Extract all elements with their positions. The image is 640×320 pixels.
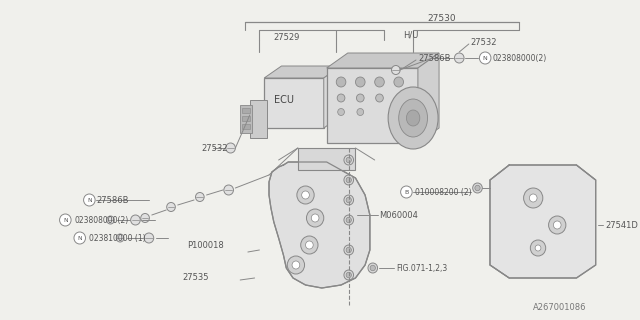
- Text: M060004: M060004: [380, 211, 419, 220]
- Circle shape: [473, 183, 483, 193]
- Polygon shape: [264, 66, 341, 78]
- Bar: [242, 116, 250, 121]
- Circle shape: [337, 94, 345, 102]
- Circle shape: [311, 214, 319, 222]
- Ellipse shape: [406, 110, 420, 126]
- Text: H/U: H/U: [403, 30, 419, 39]
- Circle shape: [226, 143, 236, 153]
- Circle shape: [355, 77, 365, 87]
- Circle shape: [131, 215, 140, 225]
- Circle shape: [287, 256, 305, 274]
- Circle shape: [344, 195, 353, 205]
- Text: 023808000(2): 023808000(2): [493, 53, 547, 62]
- Text: 023810000 (1): 023810000 (1): [90, 234, 146, 243]
- Circle shape: [374, 77, 384, 87]
- Text: 27532: 27532: [471, 37, 497, 46]
- Circle shape: [74, 232, 86, 244]
- Circle shape: [344, 155, 353, 165]
- Text: N: N: [77, 236, 82, 241]
- Circle shape: [301, 191, 309, 199]
- Polygon shape: [324, 66, 341, 128]
- Circle shape: [297, 186, 314, 204]
- Circle shape: [548, 216, 566, 234]
- Polygon shape: [490, 165, 596, 278]
- Text: 27530: 27530: [428, 13, 456, 22]
- Circle shape: [292, 261, 300, 269]
- Circle shape: [336, 77, 346, 87]
- Circle shape: [346, 197, 351, 203]
- Circle shape: [524, 188, 543, 208]
- Circle shape: [346, 247, 351, 253]
- Circle shape: [357, 108, 364, 116]
- Circle shape: [356, 94, 364, 102]
- Circle shape: [554, 221, 561, 229]
- Text: N: N: [483, 55, 488, 60]
- Text: N: N: [87, 197, 92, 203]
- Text: 27586B: 27586B: [418, 53, 451, 62]
- Polygon shape: [418, 53, 439, 143]
- Bar: [240, 105, 252, 133]
- Circle shape: [346, 177, 351, 183]
- Text: N: N: [63, 218, 68, 222]
- Polygon shape: [326, 53, 439, 68]
- Polygon shape: [269, 162, 370, 288]
- Circle shape: [224, 185, 234, 195]
- Circle shape: [344, 270, 353, 280]
- Text: 27532: 27532: [202, 143, 228, 153]
- Circle shape: [346, 157, 351, 163]
- Circle shape: [529, 194, 537, 202]
- Circle shape: [141, 213, 149, 222]
- Circle shape: [344, 215, 353, 225]
- Circle shape: [370, 265, 376, 271]
- Bar: [264, 78, 324, 128]
- Text: 010008200 (2): 010008200 (2): [415, 188, 472, 196]
- Circle shape: [144, 233, 154, 243]
- Circle shape: [307, 209, 324, 227]
- Ellipse shape: [399, 99, 428, 137]
- Text: 27535: 27535: [182, 274, 209, 283]
- Circle shape: [531, 240, 546, 256]
- Circle shape: [116, 234, 124, 242]
- Text: ECU: ECU: [274, 95, 294, 105]
- Text: 023808000(2): 023808000(2): [75, 215, 129, 225]
- Circle shape: [392, 66, 400, 75]
- Text: 27529: 27529: [274, 33, 300, 42]
- Circle shape: [376, 94, 383, 102]
- Circle shape: [344, 245, 353, 255]
- Circle shape: [475, 185, 480, 191]
- Circle shape: [401, 186, 412, 198]
- Text: P100018: P100018: [188, 241, 224, 250]
- Circle shape: [535, 245, 541, 251]
- Text: B: B: [404, 189, 408, 195]
- Circle shape: [301, 236, 318, 254]
- Circle shape: [344, 175, 353, 185]
- Circle shape: [454, 53, 464, 63]
- Text: 27541D: 27541D: [605, 220, 638, 229]
- Ellipse shape: [388, 87, 438, 149]
- Text: A267001086: A267001086: [533, 303, 587, 313]
- Circle shape: [84, 194, 95, 206]
- Bar: [298, 148, 355, 170]
- Circle shape: [479, 52, 491, 64]
- Circle shape: [346, 272, 351, 278]
- Circle shape: [346, 217, 351, 223]
- Circle shape: [195, 193, 204, 202]
- Text: FIG.071-1,2,3: FIG.071-1,2,3: [396, 263, 447, 273]
- Circle shape: [394, 77, 403, 87]
- Circle shape: [338, 108, 344, 116]
- Circle shape: [305, 241, 313, 249]
- Text: 27586B: 27586B: [96, 196, 129, 204]
- Circle shape: [60, 214, 71, 226]
- Bar: [242, 124, 250, 129]
- Bar: [326, 68, 418, 143]
- Circle shape: [107, 216, 115, 224]
- Bar: [242, 108, 250, 113]
- Circle shape: [166, 203, 175, 212]
- Circle shape: [368, 263, 378, 273]
- Bar: [250, 100, 267, 138]
